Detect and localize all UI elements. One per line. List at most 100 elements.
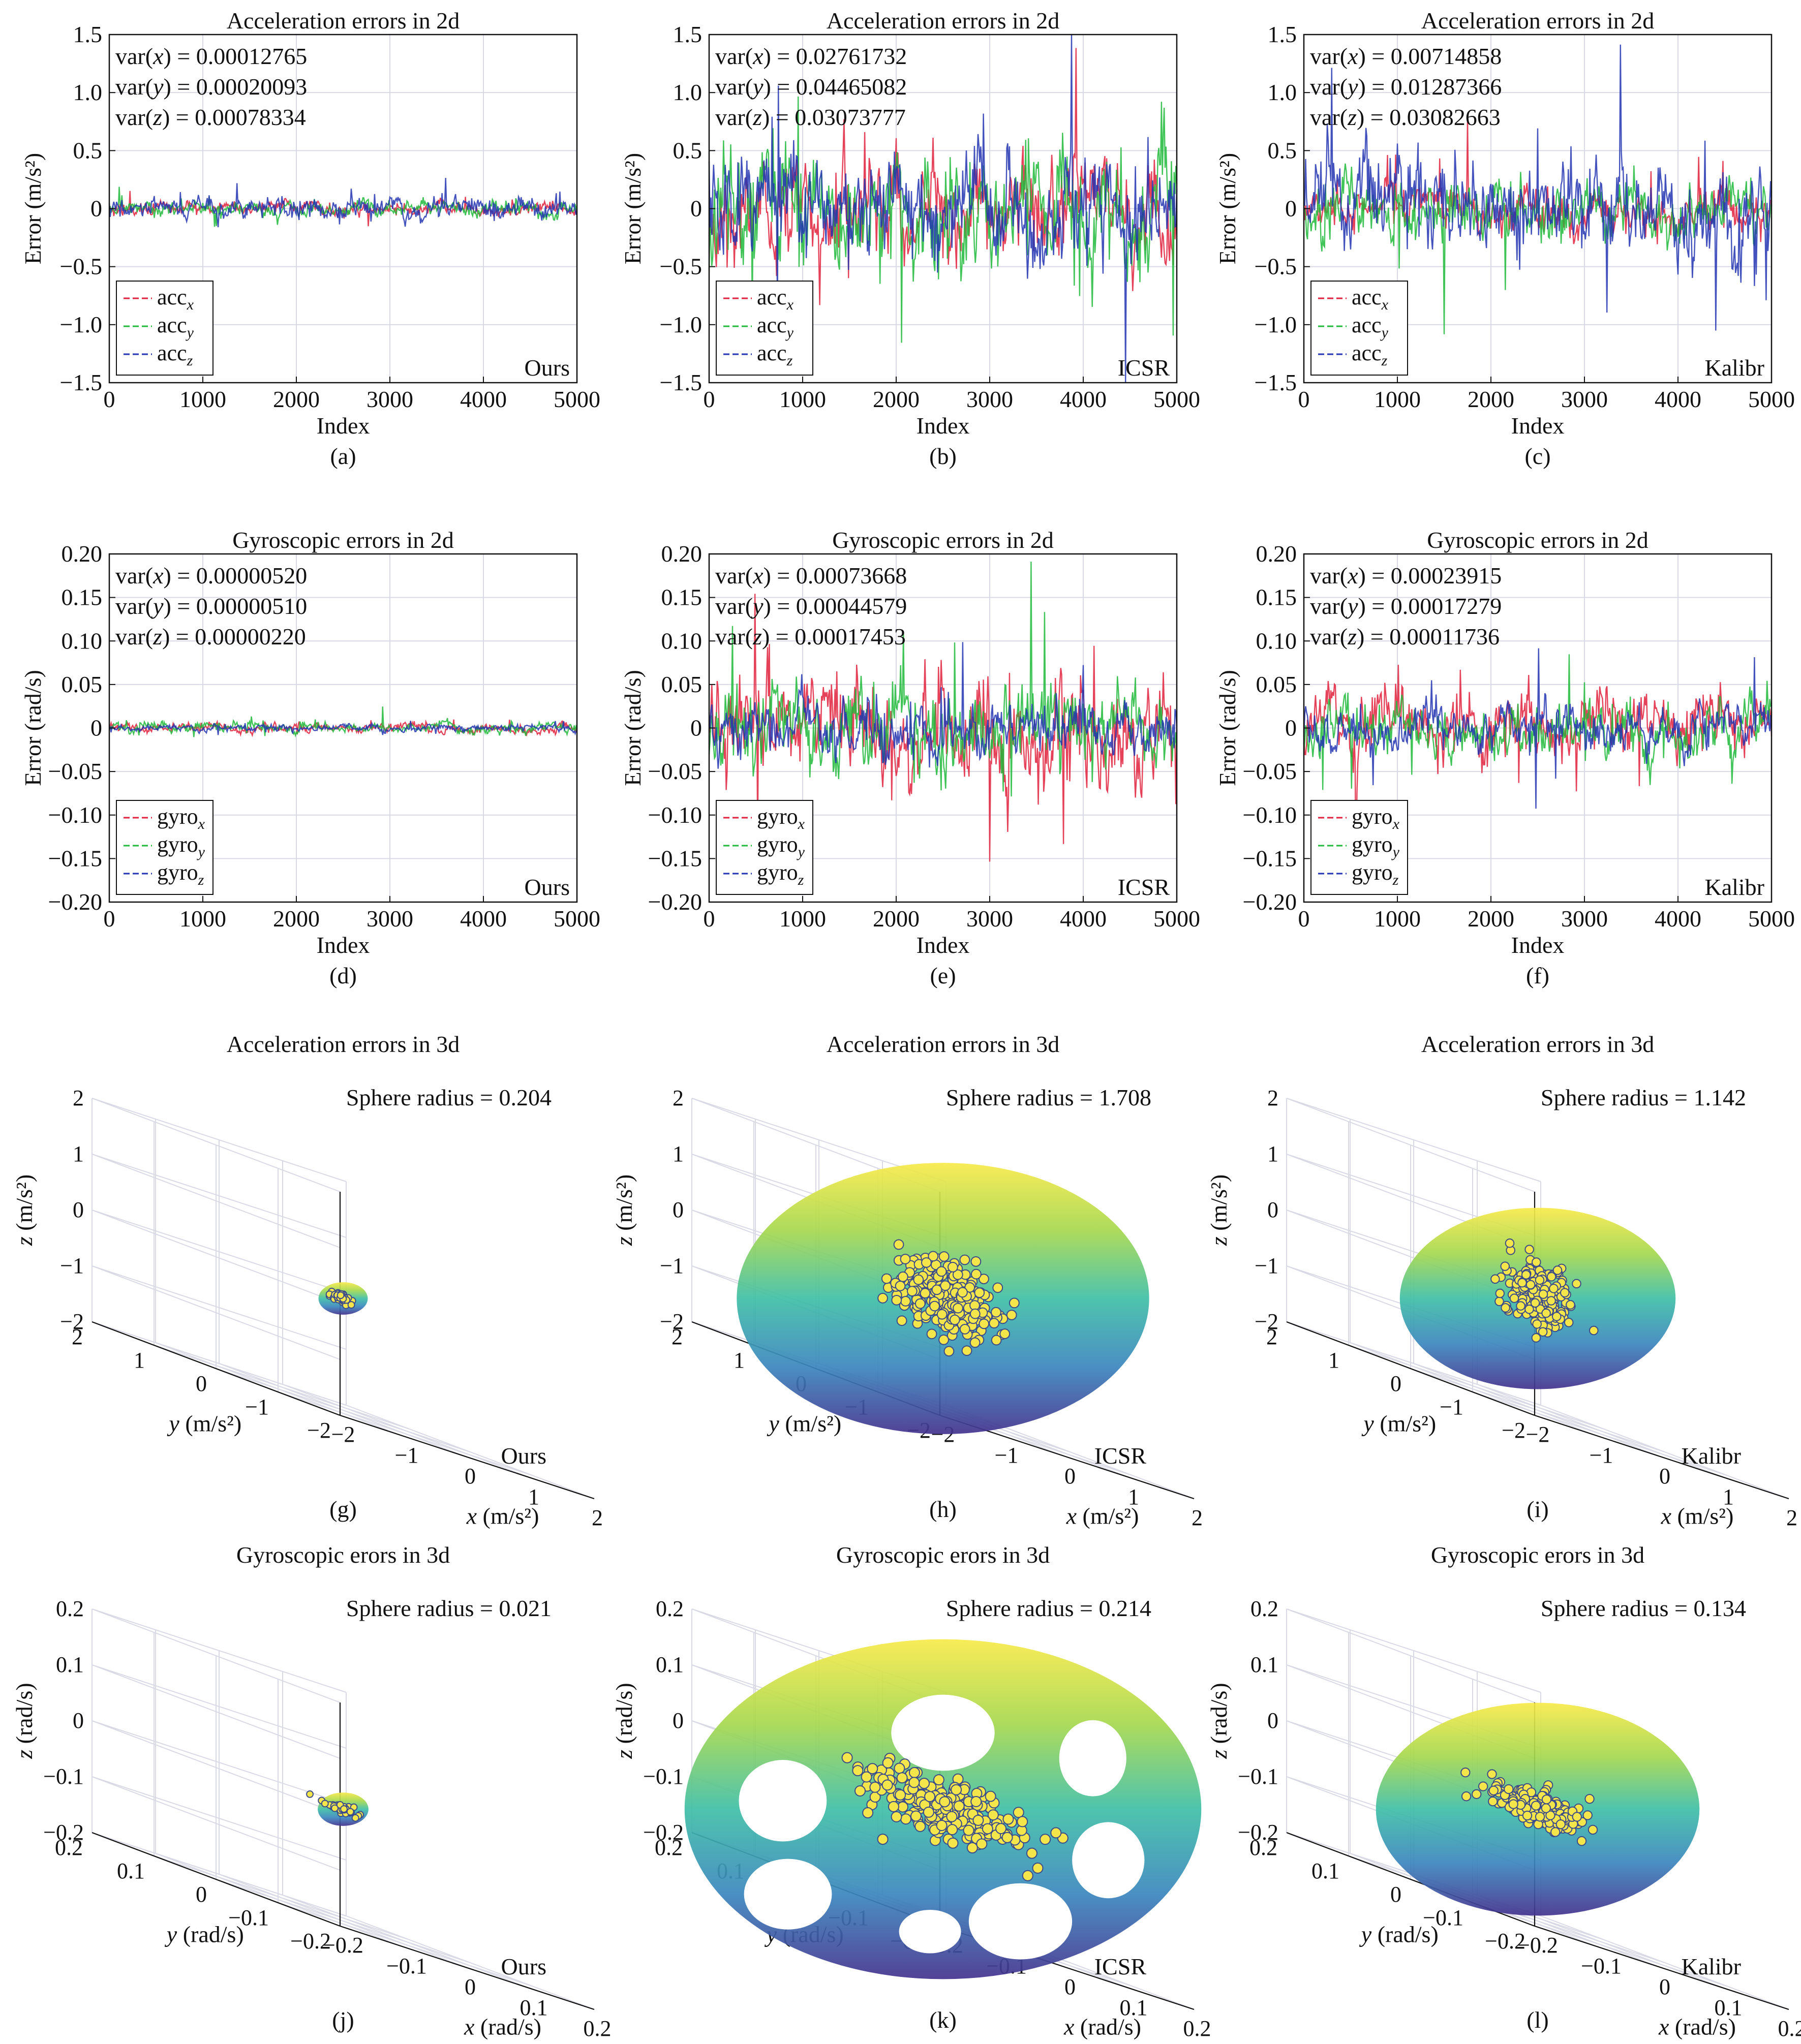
chart-title: Gyroscopic erors in 3d [836, 1542, 1050, 1568]
variance-label: var(y) = 0.01287366 [1310, 74, 1502, 100]
data-point [943, 1346, 955, 1357]
data-point [1541, 1308, 1551, 1318]
data-point [926, 1328, 937, 1340]
y-tick-label: 0.2 [655, 1835, 683, 1860]
y-tick-label: −0.5 [660, 254, 702, 280]
data-point [938, 1334, 949, 1345]
y-tick-label: 1 [1328, 1348, 1339, 1373]
y-tick-label: 0 [1285, 196, 1297, 222]
data-point [1564, 1318, 1574, 1327]
data-point [1538, 1289, 1548, 1299]
x-tick-label: 3000 [966, 906, 1013, 932]
data-point [1517, 1278, 1527, 1288]
y-tick-label: 0.10 [1256, 628, 1297, 654]
data-point [1589, 1325, 1599, 1336]
y-tick-label: 0.1 [117, 1859, 145, 1883]
legend-item-x: accx [1352, 285, 1389, 313]
z-axis-label: z (m/s²) [611, 1174, 637, 1246]
data-point [852, 1765, 864, 1777]
data-point [1006, 1310, 1017, 1320]
grid-line [216, 1879, 471, 1963]
data-point [1488, 1785, 1499, 1795]
panel-caption: (c) [1524, 443, 1550, 469]
x-axis-label: x (rad/s) [1063, 2014, 1141, 2039]
data-point [1560, 1288, 1570, 1297]
chart-panel-c: 0 1000 2000 3000 4000 5000 1.5 1.0 0.5 0 −0.5 −1.0 −… [1214, 8, 1795, 469]
data-point [877, 1293, 888, 1304]
sphere-radius-label: Sphere radius = 1.708 [946, 1085, 1151, 1110]
data-point [947, 1824, 958, 1836]
data-point [900, 1813, 911, 1825]
panel-caption: (k) [929, 2007, 957, 2033]
x-tick-label: 2000 [273, 386, 320, 412]
grid-line [91, 1154, 341, 1248]
data-point [966, 1842, 978, 1854]
x-tick-label: 5000 [1748, 386, 1795, 412]
y-tick-label: −0.1 [228, 1905, 269, 1930]
x-tick-label: 0 [704, 906, 715, 932]
x-tick-label: 5000 [1153, 906, 1200, 932]
x-tick-label: 0 [1659, 1464, 1670, 1489]
data-point [1461, 1791, 1472, 1802]
data-point [869, 1781, 881, 1793]
data-point [936, 1309, 948, 1320]
y-tick-label: 1.0 [673, 79, 703, 105]
variance-label: var(y) = 0.00017279 [1310, 593, 1502, 619]
y-tick-label: 0.15 [62, 584, 103, 610]
data-point [972, 1814, 984, 1826]
y-tick-label: 0.10 [62, 628, 103, 654]
y-tick-label: 0 [196, 1882, 207, 1907]
z-tick-label: 0.2 [1250, 1596, 1278, 1621]
x-tick-label: 4000 [1655, 386, 1701, 412]
data-point [923, 1806, 934, 1818]
data-point [896, 1315, 907, 1326]
x-axis-line [1534, 1925, 1789, 2010]
x-tick-label: 0 [465, 1974, 476, 1999]
data-point [1522, 1810, 1533, 1821]
method-label: Kalibr [1681, 1954, 1741, 1979]
y-tick-label: −0.15 [48, 845, 102, 871]
z-tick-label: 0 [73, 1708, 84, 1733]
data-point [953, 1303, 963, 1314]
data-point [1490, 1274, 1500, 1284]
chart-panel-f: 0 1000 2000 3000 4000 50000.200.150.100.050−0… [1214, 527, 1795, 988]
y-tick-label: −1.0 [660, 312, 702, 337]
x-tick-label: −1 [1590, 1443, 1613, 1468]
y-tick-label: −1.0 [1255, 312, 1297, 337]
y-tick-label: −0.10 [1243, 802, 1297, 828]
data-point [1017, 1816, 1028, 1828]
data-point [347, 1301, 355, 1309]
data-point [1531, 1801, 1541, 1811]
y-tick-label: 2 [671, 1324, 683, 1349]
chart-panel-l: −0.2−0.2−0.2−0.1−0.1−0.10000.10.10.10.20… [1206, 1542, 1801, 2041]
data-point [1501, 1303, 1510, 1313]
chart-title: Gyroscopic errors in 2d [832, 527, 1054, 553]
variance-label: var(y) = 0.00000510 [115, 593, 307, 619]
x-tick-label: 5000 [554, 386, 600, 412]
grid-line [91, 1720, 347, 1805]
data-point [953, 1800, 965, 1812]
data-point [1572, 1812, 1582, 1822]
data-point [1555, 1819, 1566, 1830]
data-point [841, 1752, 853, 1763]
data-point [992, 1282, 1003, 1293]
variance-label: var(z) = 0.00011736 [1310, 624, 1500, 649]
data-point [331, 1804, 339, 1812]
x-tick-label: 5000 [1153, 386, 1200, 412]
y-tick-label: 0.10 [661, 628, 703, 654]
panel-caption: (f) [1526, 963, 1549, 988]
y-tick-label: −1 [245, 1395, 269, 1419]
legend-item-x: gyrox [1352, 804, 1400, 832]
z-tick-label: 0 [673, 1708, 684, 1733]
y-tick-label: 2 [1266, 1324, 1277, 1349]
y-tick-label: 0.2 [1249, 1835, 1277, 1860]
x-tick-label: −2 [331, 1422, 355, 1447]
data-point [891, 1294, 902, 1306]
y-tick-label: −0.20 [648, 889, 702, 915]
legend-item-y: gyroy [157, 832, 205, 860]
data-point [940, 1280, 951, 1291]
y-tick-label: 0.2 [55, 1835, 83, 1860]
y-tick-label: −0.20 [1243, 889, 1297, 915]
x-tick-label: 0.2 [1183, 2016, 1211, 2041]
